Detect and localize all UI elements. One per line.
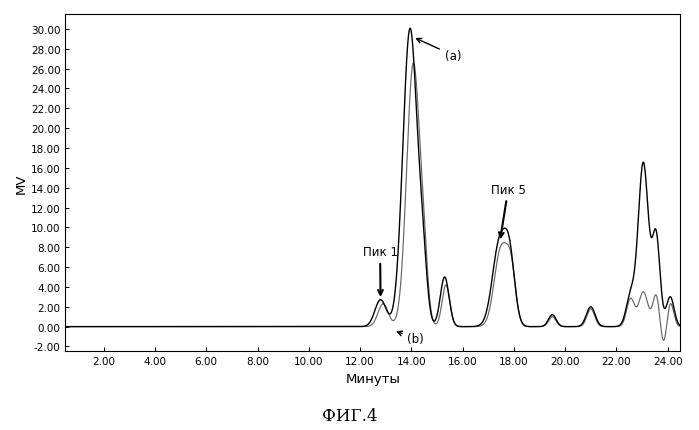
Text: Пик 5: Пик 5 bbox=[491, 183, 526, 238]
X-axis label: Минуты: Минуты bbox=[345, 372, 401, 385]
Text: (a): (a) bbox=[417, 39, 461, 62]
Text: ФИГ.4: ФИГ.4 bbox=[322, 407, 377, 424]
Y-axis label: МV: МV bbox=[15, 173, 28, 194]
Text: (b): (b) bbox=[398, 332, 424, 346]
Text: Пик 1: Пик 1 bbox=[363, 246, 398, 295]
